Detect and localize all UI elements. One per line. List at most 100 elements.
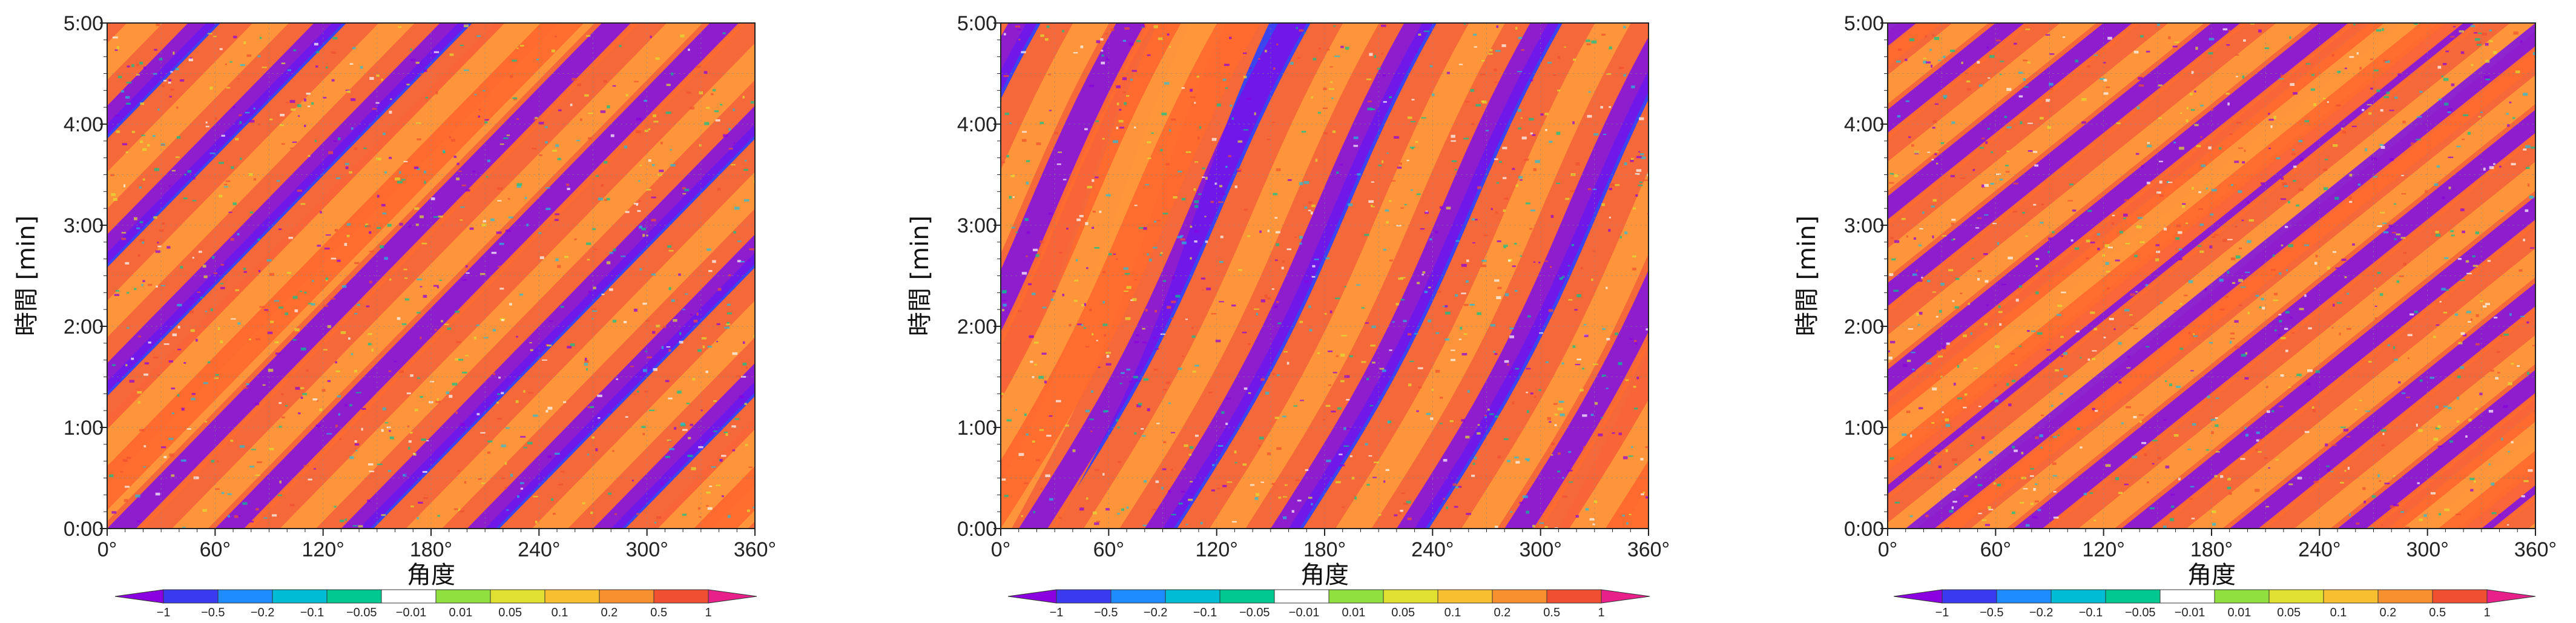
- heatmap-cell: [2271, 410, 2275, 412]
- heatmap-cell: [2349, 56, 2354, 58]
- heatmap-cell: [1094, 246, 1100, 249]
- heatmap-cell: [1021, 515, 1023, 517]
- heatmap-cell: [135, 494, 140, 498]
- heatmap-cell: [1935, 162, 1939, 165]
- heatmap-cell: [1897, 48, 1902, 51]
- heatmap-cell: [2487, 260, 2491, 262]
- heatmap-cell: [665, 380, 670, 383]
- heatmap-cell: [1219, 185, 1223, 188]
- heatmap-cell: [1559, 277, 1563, 280]
- heatmap-cell: [354, 369, 357, 373]
- heatmap-cell: [1015, 409, 1017, 411]
- heatmap-cell: [2215, 424, 2219, 427]
- heatmap-cell: [1216, 103, 1221, 107]
- heatmap-cell: [339, 519, 344, 522]
- heatmap-cell: [2192, 423, 2196, 426]
- heatmap-cell: [2483, 167, 2486, 171]
- heatmap-cell: [2403, 262, 2406, 266]
- heatmap-cell: [1515, 368, 1520, 370]
- heatmap-cell: [2238, 190, 2242, 193]
- colorbar-cell: [2159, 589, 2215, 604]
- heatmap-cell: [137, 254, 141, 257]
- heatmap-cell: [2265, 506, 2270, 507]
- x-tick-label: 60°: [1093, 538, 1124, 561]
- heatmap-cell: [275, 352, 281, 355]
- heatmap-cell: [255, 338, 260, 341]
- heatmap-cell: [1975, 476, 1977, 479]
- heatmap-cell: [2173, 142, 2176, 143]
- x-tick-label: 240°: [518, 538, 560, 561]
- heatmap-cell: [623, 321, 627, 324]
- heatmap-cell: [1598, 433, 1603, 437]
- heatmap-band-purple: [1001, 23, 1145, 332]
- heatmap-cell: [2072, 209, 2077, 212]
- heatmap-cell: [1323, 132, 1328, 135]
- heatmap-cell: [1473, 33, 1477, 36]
- heatmap-cell: [2532, 52, 2535, 56]
- heatmap-cell: [690, 107, 695, 110]
- heatmap-cell: [1340, 354, 1345, 357]
- heatmap-cell: [2299, 308, 2304, 311]
- heatmap-cell: [1993, 482, 1997, 485]
- heatmap-cell: [2054, 369, 2059, 372]
- heatmap-cell: [1451, 134, 1455, 138]
- heatmap-cell: [177, 349, 182, 351]
- heatmap-cell: [2147, 142, 2150, 144]
- heatmap-cell: [609, 288, 613, 291]
- heatmap-cell: [651, 164, 655, 166]
- heatmap-cell: [1532, 134, 1536, 136]
- heatmap-cell: [2469, 478, 2475, 481]
- heatmap-cell: [367, 463, 374, 466]
- heatmap-cell: [354, 312, 358, 315]
- heatmap-cell: [2156, 191, 2161, 194]
- heatmap-cell: [2291, 332, 2294, 334]
- heatmap-cell: [1028, 283, 1032, 286]
- heatmap-cell: [148, 283, 153, 286]
- heatmap-cell: [1400, 509, 1403, 512]
- heatmap-cell: [2090, 242, 2095, 243]
- heatmap-cell: [1538, 262, 1541, 264]
- heatmap-cell: [2241, 219, 2244, 222]
- heatmap-cell: [2387, 344, 2390, 346]
- heatmap-cell: [2023, 77, 2026, 81]
- heatmap-cell: [2103, 92, 2109, 95]
- heatmap-cell: [1557, 89, 1561, 91]
- heatmap-cell: [1494, 68, 1497, 71]
- heatmap-cell: [308, 478, 312, 481]
- heatmap-cell: [269, 272, 275, 276]
- heatmap-cell: [1575, 162, 1580, 166]
- heatmap-cell: [1439, 397, 1443, 399]
- heatmap-cell: [1147, 157, 1151, 159]
- heatmap-cell: [1911, 352, 1916, 354]
- heatmap-cell: [727, 515, 731, 518]
- colorbar-extend-low: [1007, 589, 1057, 604]
- heatmap-cell: [458, 170, 462, 172]
- heatmap-cell: [2312, 409, 2316, 412]
- heatmap-cell: [270, 320, 274, 323]
- heatmap-cell: [612, 85, 616, 87]
- heatmap-cell: [1488, 53, 1493, 55]
- heatmap-cell: [570, 343, 575, 346]
- heatmap-cell: [1143, 227, 1147, 230]
- heatmap-cell: [2178, 147, 2184, 150]
- heatmap-cell: [190, 329, 195, 332]
- heatmap-cell: [376, 74, 380, 77]
- heatmap-cell: [2062, 36, 2066, 38]
- heatmap-cell: [688, 437, 691, 440]
- heatmap-cell: [1552, 74, 1557, 76]
- heatmap-cell: [2374, 305, 2377, 307]
- colorbar-cell: [1219, 589, 1275, 604]
- heatmap-cell: [555, 35, 558, 38]
- heatmap-cell: [1074, 279, 1079, 282]
- heatmap-cell: [1147, 408, 1150, 412]
- heatmap-cell: [268, 369, 274, 372]
- colorbar: −1 −0.5 −0.2 −0.1 −0.05 −0.01 0.01 0.05 0.1 0.2 0.…: [114, 589, 757, 619]
- heatmap-cell: [234, 515, 239, 518]
- heatmap-cell: [524, 197, 527, 199]
- heatmap-cell: [2115, 259, 2120, 262]
- colorbar-extend-high: [708, 589, 757, 604]
- heatmap-cell: [1394, 136, 1400, 139]
- heatmap-cell: [1919, 407, 1923, 409]
- heatmap-cell: [250, 521, 254, 522]
- heatmap-cell: [2186, 222, 2188, 225]
